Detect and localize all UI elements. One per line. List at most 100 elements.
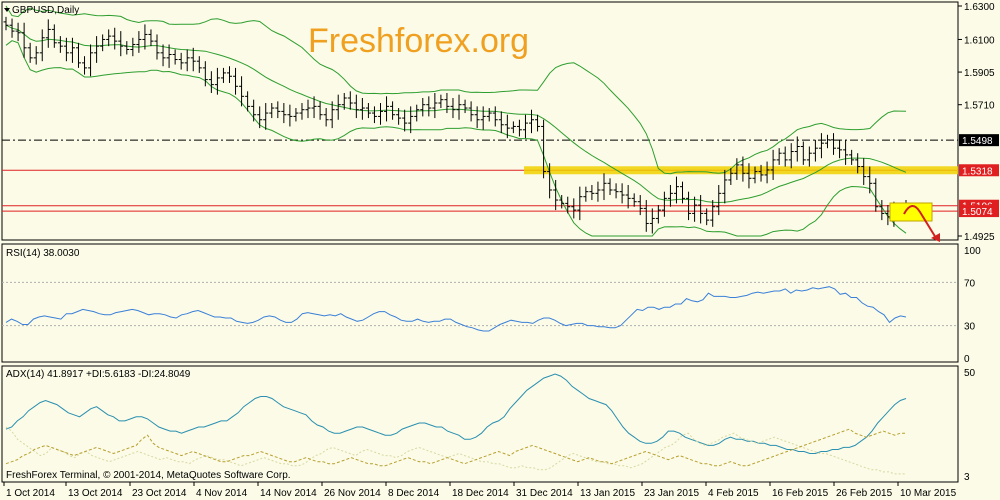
ohlc-bar [873, 178, 879, 212]
time-tick-label: 10 Mar 2015 [900, 488, 957, 499]
ohlc-bar [390, 101, 396, 120]
brand-watermark: Freshforex.org [308, 22, 529, 60]
ohlc-bar [812, 139, 818, 162]
ohlc-bar [625, 184, 631, 209]
adx-tick-label: 50 [964, 368, 976, 379]
time-tick-label: 13 Oct 2014 [68, 488, 123, 499]
rsi-tick-label: 70 [964, 278, 976, 289]
ohlc-bar [287, 104, 293, 127]
ohlc-bar [601, 173, 607, 201]
ohlc-bar [426, 96, 432, 117]
ohlc-bar [631, 193, 637, 207]
ohlc-bar [226, 66, 232, 83]
copyright-footer: FreshForex Terminal, © 2001-2014, MetaQu… [6, 470, 291, 481]
ohlc-bar [740, 156, 746, 182]
ohlc-bar [184, 49, 190, 72]
rsi-panel: RSI(14) 38.0030 [1, 243, 959, 363]
price-tick-label: 1.4925 [964, 232, 995, 243]
price-panel-frame [1, 1, 959, 241]
ohlc-bar [794, 136, 800, 162]
rsi-tick-label: 100 [964, 246, 981, 257]
ohlc-bar [571, 198, 577, 219]
ohlc-bar [444, 92, 450, 114]
price-tag-label: 1.5318 [962, 166, 993, 177]
ohlc-bar [565, 196, 571, 214]
ohlc-bar [661, 191, 667, 217]
ohlc-bar [504, 114, 510, 139]
time-tick-label: 23 Jan 2015 [644, 488, 699, 499]
price-tag-bg [959, 205, 999, 218]
price-panel: GBPUSD,Daily Freshforex.org [1, 1, 959, 242]
ohlc-bar [172, 49, 178, 65]
ohlc-bar [698, 195, 704, 224]
ohlc-bar [359, 98, 365, 120]
ohlc-bar [818, 133, 824, 159]
price-tag-label: 1.5498 [962, 136, 993, 147]
ohlc-bar [251, 99, 257, 122]
ohlc-bar [82, 56, 88, 75]
time-tick-label: 26 Feb 2015 [836, 488, 893, 499]
ohlc-bar [480, 106, 486, 130]
plus-di-line [5, 426, 906, 475]
ohlc-bar [94, 36, 100, 63]
ohlc-bar [63, 37, 69, 62]
ohlc-bar [800, 141, 806, 165]
ohlc-bar [190, 47, 196, 72]
ohlc-bar [510, 121, 516, 134]
ohlc-bar [849, 149, 855, 165]
ohlc-bar [692, 196, 698, 222]
ohlc-bar [861, 158, 867, 185]
ohlc-bar [3, 16, 9, 31]
time-tick-label: 18 Dec 2014 [452, 488, 509, 499]
collapse-triangle-icon[interactable] [4, 8, 10, 12]
ohlc-bar [655, 205, 661, 224]
ohlc-bar [486, 108, 492, 122]
resistance-zone [524, 166, 958, 175]
price-tick-label: 1.6100 [964, 35, 995, 46]
ohlc-bar [88, 44, 94, 77]
time-tick-label: 4 Nov 2014 [196, 488, 248, 499]
ohlc-bar [21, 22, 27, 58]
ohlc-bar [589, 184, 595, 201]
ohlc-bar [233, 67, 239, 95]
ohlc-bar [263, 103, 269, 130]
ohlc-bar [51, 24, 57, 48]
time-tick-label: 13 Jan 2015 [580, 488, 635, 499]
ohlc-bar [293, 108, 299, 122]
ohlc-bar [855, 153, 861, 174]
ohlc-bar [305, 99, 311, 119]
ohlc-bar [45, 19, 51, 48]
ohlc-bar [643, 200, 649, 232]
ohlc-bar [335, 94, 341, 120]
ohlc-bar [734, 158, 740, 180]
ohlc-bar [879, 200, 885, 221]
forecast-arrow-path [903, 205, 937, 239]
adx-panel: ADX(14) 41.8917 +DI:5.6183 -DI:24.8049 F… [1, 365, 959, 483]
ohlc-bar [275, 101, 281, 119]
ohlc-bar [202, 61, 208, 87]
ohlc-bar [619, 183, 625, 204]
price-tick-label: 1.5905 [964, 68, 995, 79]
ohlc-bar [462, 99, 468, 114]
ohlc-bar [317, 101, 323, 120]
ohlc-bar [788, 143, 794, 169]
ohlc-bar [27, 42, 33, 63]
ohlc-bar [341, 92, 347, 110]
ohlc-bar [595, 181, 601, 202]
time-tick-label: 26 Nov 2014 [324, 488, 381, 499]
rsi-title: RSI(14) 38.0030 [6, 248, 80, 259]
ohlc-bar [57, 36, 63, 53]
ohlc-bar [529, 109, 535, 134]
ohlc-bar [522, 114, 528, 139]
ohlc-bar [722, 169, 728, 204]
ohlc-bar [667, 184, 673, 207]
ohlc-bar [516, 119, 522, 137]
ohlc-bar [347, 91, 353, 110]
ohlc-bar [148, 29, 154, 47]
ohlc-bar [468, 101, 474, 122]
ohlc-bar [553, 179, 559, 211]
ohlc-bar [75, 42, 81, 68]
price-tag-label: 1.5074 [962, 207, 993, 218]
ohlc-bar [420, 98, 426, 117]
